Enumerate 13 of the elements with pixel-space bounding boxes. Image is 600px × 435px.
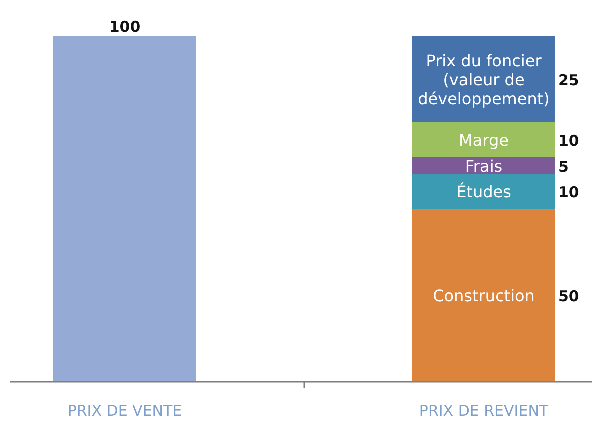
data-label: 10 [558,132,580,150]
series-label: Études [456,182,512,202]
x-tick-label: PRIX DE REVIENT [419,402,550,420]
data-label: 25 [558,71,580,90]
series-label: Frais [465,156,503,176]
data-label: 5 [558,158,569,176]
data-label: 10 [558,184,580,202]
series-label: Marge [459,130,509,150]
data-label: 100 [109,18,141,36]
data-label: 50 [558,288,580,306]
series-label: Prix du foncier (valeur de développement) [418,51,550,108]
x-tick-label: PRIX DE VENTE [68,402,182,420]
series-label: Construction [433,286,535,306]
